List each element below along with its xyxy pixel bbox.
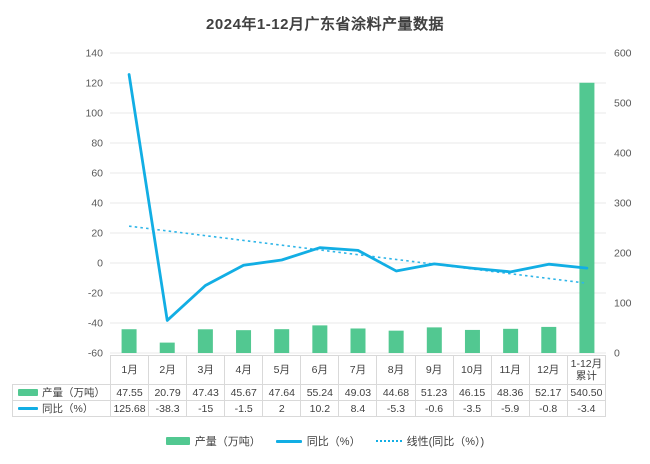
- yoy-line: [127, 73, 589, 322]
- left-axis-tick-label: 120: [85, 78, 103, 90]
- value-cell: 20.79: [148, 384, 188, 401]
- month-header-cell: 12月: [528, 355, 568, 385]
- trendline-swatch-icon: [375, 440, 402, 442]
- month-header-cell: 11月: [490, 355, 530, 385]
- month-header-cell: 10月: [452, 355, 492, 385]
- production-bar: [579, 82, 595, 353]
- line-series-swatch-icon: [275, 439, 302, 443]
- left-axis-tick-label: -20: [88, 288, 103, 300]
- value-cell: 8.4: [338, 400, 378, 417]
- chart-legend: 产量（万吨） 同比（%） 线性(同比（%）): [0, 433, 650, 449]
- value-cell: 45.67: [224, 384, 264, 401]
- value-cell: 44.68: [376, 384, 416, 401]
- right-axis-tick-label: 600: [614, 48, 632, 60]
- legend-item-trendline: 线性(同比（%）): [375, 433, 485, 449]
- value-cell: 52.17: [528, 384, 568, 401]
- left-axis-tick-label: 140: [85, 48, 103, 60]
- production-bar: [388, 330, 404, 353]
- value-cell: -5.9: [490, 400, 530, 417]
- left-axis-tick-label: -60: [88, 348, 103, 360]
- yoy-trendline: [128, 225, 588, 285]
- production-bar: [236, 330, 252, 353]
- left-axis-tick-label: 20: [91, 228, 103, 240]
- left-axis-tick-label: 40: [91, 198, 103, 210]
- legend-item-yoy: 同比（%）: [275, 433, 361, 449]
- value-cell: 540.50: [566, 384, 607, 401]
- series-label: 同比（%）: [42, 402, 94, 415]
- series-label-cell: 同比（%）: [12, 400, 111, 417]
- left-axis-tick-label: 60: [91, 168, 103, 180]
- table-body: 产量（万吨） 47.55 20.79 47.43 45.67 47.64 55.24 49.0…: [12, 384, 607, 417]
- bar-series-swatch-icon: [165, 437, 190, 445]
- production-bar: [159, 342, 175, 353]
- legend-label-yoy: 同比（%）: [306, 436, 361, 448]
- value-cell: 10.2: [300, 400, 340, 417]
- production-bar: [426, 327, 442, 353]
- line-swatch-icon: [18, 407, 38, 411]
- month-header-cell: 3月: [186, 355, 226, 385]
- month-header-cell: 2月: [148, 355, 188, 385]
- bar-swatch-icon: [18, 389, 38, 397]
- month-header-cell: 4月: [224, 355, 264, 385]
- month-header-cell: 7月: [338, 355, 378, 385]
- table-header-row: 1月 2月 3月 4月 5月 6月 7月 8月 9月 10月 11月 12月 1-12月累计: [13, 355, 607, 385]
- month-header-cell: 5月: [262, 355, 302, 385]
- month-header-cell: 8月: [376, 355, 416, 385]
- value-cell: 47.43: [186, 384, 226, 401]
- value-cell: -3.5: [452, 400, 492, 417]
- value-cell: -3.4: [566, 400, 607, 417]
- series-label: 产量（万吨）: [42, 386, 105, 399]
- production-bar: [312, 325, 328, 353]
- production-bar: [121, 329, 137, 353]
- month-header-cell: 6月: [300, 355, 340, 385]
- value-cell: -15: [186, 400, 226, 417]
- right-axis-tick-label: 100: [614, 298, 632, 310]
- right-axis-tick-label: 500: [614, 98, 632, 110]
- data-table: 1月 2月 3月 4月 5月 6月 7月 8月 9月 10月 11月 12月 1-12月累计 产量（万吨…: [12, 355, 607, 417]
- value-cell: 46.15: [452, 384, 492, 401]
- value-cell: 47.64: [262, 384, 302, 401]
- left-axis-tick-label: 80: [91, 138, 103, 150]
- production-bar: [274, 329, 290, 353]
- legend-label-production: 产量（万吨）: [194, 436, 261, 448]
- production-bar: [541, 326, 557, 353]
- series-label-cell: 产量（万吨）: [12, 384, 111, 401]
- value-cell: 2: [262, 400, 302, 417]
- legend-item-production: 产量（万吨）: [165, 433, 261, 449]
- table-row: 同比（%） 125.68 -38.3 -15 -1.5 2 10.2 8.4 -5.3 -0.6-…: [12, 400, 607, 417]
- value-cell: -5.3: [376, 400, 416, 417]
- value-cell: -0.6: [414, 400, 454, 417]
- table-corner-cell: [13, 356, 111, 385]
- left-axis-tick-label: -40: [88, 318, 103, 330]
- value-cell: 55.24: [300, 384, 340, 401]
- month-header-cell: 1-12月累计: [566, 355, 607, 385]
- right-axis-tick-label: 0: [614, 348, 620, 360]
- month-header-cell: 1月: [109, 355, 150, 385]
- value-cell: 49.03: [338, 384, 378, 401]
- value-cell: 51.23: [414, 384, 454, 401]
- value-cell: 48.36: [490, 384, 530, 401]
- chart-plot: 140120100806040200-20-40-606005004003002…: [85, 48, 632, 360]
- table-row: 产量（万吨） 47.55 20.79 47.43 45.67 47.64 55.24 49.0…: [12, 384, 607, 401]
- production-bar: [464, 329, 480, 353]
- value-cell: 47.55: [109, 384, 150, 401]
- chart-title: 2024年1-12月广东省涂料产量数据: [206, 16, 444, 33]
- right-axis-tick-label: 400: [614, 148, 632, 160]
- production-bar: [197, 329, 213, 353]
- production-bar: [503, 328, 519, 353]
- right-axis-tick-label: 300: [614, 198, 632, 210]
- value-cell: 125.68: [109, 400, 150, 417]
- value-cell: -1.5: [224, 400, 264, 417]
- right-axis-tick-label: 200: [614, 248, 632, 260]
- value-cell: -38.3: [148, 400, 188, 417]
- value-cell: -0.8: [528, 400, 568, 417]
- left-axis-tick-label: 100: [85, 108, 103, 120]
- month-header-cell: 9月: [414, 355, 454, 385]
- left-axis-tick-label: 0: [97, 258, 103, 270]
- production-bar: [350, 328, 366, 353]
- legend-label-trendline: 线性(同比（%）): [406, 436, 485, 448]
